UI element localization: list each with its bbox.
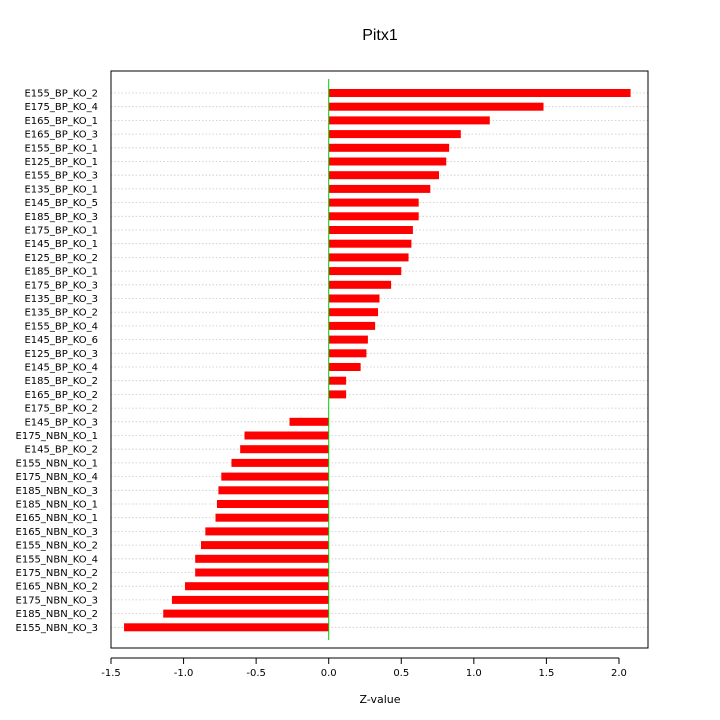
bar [216, 500, 329, 508]
y-tick-label: E125_BP_KO_1 [24, 157, 98, 168]
y-tick-label: E185_BP_KO_2 [24, 376, 98, 387]
x-tick-label: 2.0 [611, 668, 627, 679]
bar [328, 198, 419, 207]
bar [124, 623, 329, 632]
y-tick-label: E155_BP_KO_3 [24, 171, 98, 182]
y-tick-label: E145_BP_KO_1 [24, 239, 98, 250]
y-tick-label: E145_BP_KO_5 [24, 198, 98, 209]
x-tick-label: 1.0 [466, 668, 482, 679]
bar [200, 541, 329, 550]
bar [328, 267, 402, 276]
y-tick-label: E135_BP_KO_3 [24, 294, 98, 305]
y-tick-label: E175_NBN_KO_1 [16, 431, 98, 442]
y-tick-label: E155_BP_KO_4 [24, 321, 98, 332]
chart-title: Pitx1 [362, 27, 398, 44]
bar [328, 89, 631, 97]
bar [240, 445, 329, 454]
x-tick-label: 1.5 [538, 668, 554, 679]
bar [328, 130, 461, 139]
y-tick-label: E165_BP_KO_1 [24, 116, 98, 127]
y-tick-label: E165_NBN_KO_3 [16, 527, 98, 538]
y-tick-label: E155_NBN_KO_2 [16, 541, 98, 552]
x-axis-label: Z-value [359, 693, 400, 706]
y-tick-label: E165_BP_KO_2 [24, 390, 98, 401]
bar [328, 321, 376, 330]
bar [328, 253, 409, 262]
y-tick-label: E155_NBN_KO_3 [16, 623, 98, 634]
bar [328, 376, 347, 385]
y-tick-label: E175_NBN_KO_3 [16, 595, 98, 606]
y-tick-label: E185_NBN_KO_2 [16, 609, 98, 620]
y-tick-label: E155_BP_KO_1 [24, 143, 98, 154]
bar [328, 239, 412, 248]
bar [231, 458, 329, 467]
bar [244, 431, 329, 440]
y-tick-label: E175_NBN_KO_4 [16, 472, 98, 483]
bar [221, 472, 329, 481]
y-tick-label: E185_NBN_KO_1 [16, 500, 98, 511]
bar [328, 171, 440, 180]
bar [328, 184, 431, 193]
y-tick-label: E135_BP_KO_2 [24, 308, 98, 319]
bar [328, 157, 447, 166]
x-tick-label: -1.0 [174, 668, 194, 679]
y-tick-label: E185_NBN_KO_3 [16, 486, 98, 497]
bar [328, 102, 544, 111]
bar [328, 226, 413, 234]
bar [185, 582, 329, 591]
y-tick-labels: E155_BP_KO_2 E175_BP_KO_4 E165_BP_KO_1 E165… [16, 89, 98, 634]
y-tick-label: E175_BP_KO_3 [24, 280, 98, 291]
y-tick-label: E135_BP_KO_1 [24, 184, 98, 195]
bar [171, 595, 329, 604]
y-tick-label: E175_NBN_KO_2 [16, 568, 98, 579]
bar [328, 335, 368, 344]
y-tick-label: E155_NBN_KO_1 [16, 458, 98, 469]
x-tick-label: -0.5 [246, 668, 266, 679]
y-tick-label: E145_BP_KO_4 [24, 363, 98, 374]
bar [328, 212, 419, 221]
y-tick-label: E145_BP_KO_6 [24, 335, 98, 346]
y-tick-label: E185_BP_KO_1 [24, 267, 98, 278]
bar [328, 390, 347, 399]
y-tick-label: E175_BP_KO_1 [24, 226, 98, 237]
bar [163, 609, 329, 618]
plot-frame [110, 70, 649, 649]
x-tick-label: -1.5 [101, 668, 121, 679]
y-tick-label: E155_BP_KO_2 [24, 89, 98, 100]
bar [218, 486, 329, 495]
bar [328, 116, 490, 125]
bar [328, 308, 379, 317]
bar [328, 280, 392, 289]
y-tick-label: E165_NBN_KO_2 [16, 582, 98, 593]
y-tick-label: E145_BP_KO_2 [24, 445, 98, 456]
y-tick-label: E145_BP_KO_3 [24, 417, 98, 428]
bar [328, 143, 450, 152]
y-tick-label: E185_BP_KO_3 [24, 212, 98, 223]
bar [195, 554, 329, 563]
y-tick-label: E125_BP_KO_3 [24, 349, 98, 360]
y-tick-label: E175_BP_KO_2 [24, 404, 98, 415]
y-tick-label: E175_BP_KO_4 [24, 102, 98, 113]
bar [328, 294, 380, 303]
bar [215, 513, 329, 522]
y-tick-label: E155_NBN_KO_4 [16, 554, 98, 565]
y-tick-label: E125_BP_KO_2 [24, 253, 98, 264]
x-tick-label: 0.0 [321, 668, 337, 679]
bar [289, 417, 329, 426]
x-axis: -1.5 -1.0 -0.5 0.0 0.5 1.0 1.5 2.0 [101, 657, 627, 679]
bar [328, 349, 367, 358]
bar [195, 568, 329, 577]
bars [124, 89, 631, 632]
y-tick-label: E165_NBN_KO_1 [16, 513, 98, 524]
bar [205, 527, 329, 536]
bar [328, 363, 361, 371]
x-tick-label: 0.5 [393, 668, 409, 679]
y-tick-label: E165_BP_KO_3 [24, 130, 98, 141]
